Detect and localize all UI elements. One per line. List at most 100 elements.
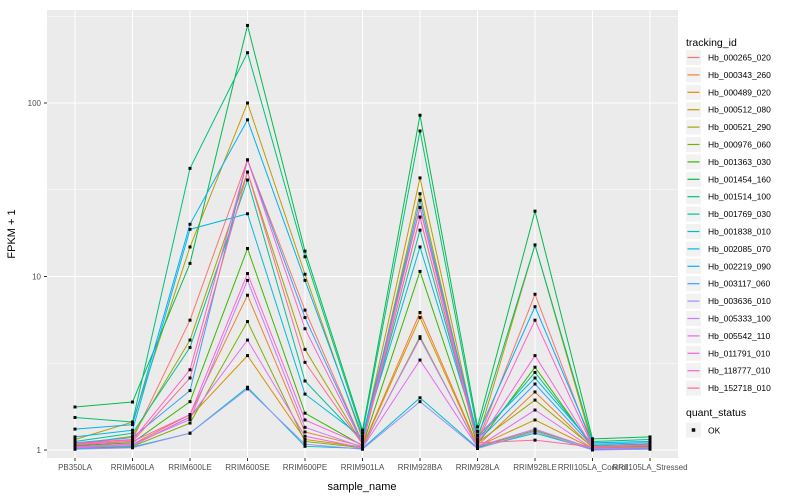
data-point-Hb_002219_090: [591, 441, 594, 445]
y-tick-label: 100: [28, 99, 42, 108]
data-point-Hb_000489_020: [533, 418, 537, 422]
legend-label: Hb_002085_070: [708, 244, 771, 254]
data-point-Hb_000521_290: [418, 192, 422, 196]
data-point-Hb_003117_060: [533, 382, 537, 386]
data-point-Hb_000512_080: [418, 176, 422, 180]
x-tick-label: RRIM600SE: [225, 463, 269, 472]
data-point-Hb_002219_090: [246, 118, 249, 122]
legend-label: Hb_001769_030: [708, 209, 771, 219]
data-point-Hb_000343_260: [303, 430, 307, 434]
data-point-Hb_000976_060: [303, 439, 307, 443]
data-point-Hb_000265_020: [303, 308, 307, 312]
legend-label: Hb_001454_160: [708, 174, 771, 184]
legend-entry-Hb_152718_010: Hb_152718_010: [686, 380, 771, 396]
data-point-Hb_005333_100: [533, 427, 537, 431]
data-point-Hb_000976_060: [188, 421, 192, 425]
legend-label: Hb_000521_290: [708, 122, 771, 132]
legend-title-quant-status: quant_status: [686, 407, 746, 419]
data-point-Hb_001454_160: [73, 405, 77, 409]
data-point-Hb_001514_100: [476, 429, 479, 433]
data-point-Hb_118777_010: [188, 368, 192, 372]
data-point-Hb_001838_010: [418, 396, 422, 400]
data-point-Hb_001769_030: [533, 370, 537, 374]
legend-label: Hb_003117_060: [708, 279, 771, 289]
data-point-Hb_011791_010: [188, 413, 192, 417]
data-point-Hb_001769_030: [303, 379, 307, 383]
data-point-Hb_005542_110: [418, 358, 422, 362]
data-point-Hb_000976_060: [418, 335, 422, 339]
data-point-Hb_001454_160: [533, 209, 537, 213]
data-point-Hb_002219_090: [188, 222, 192, 226]
data-point-Hb_002085_070: [73, 435, 77, 439]
data-point-Hb_001514_100: [188, 166, 192, 170]
y-axis-title: FPKM + 1: [6, 209, 18, 258]
data-point-Hb_152718_010: [533, 438, 537, 442]
y-tick-label: 1: [37, 446, 42, 455]
data-point-Hb_001454_160: [188, 261, 192, 265]
legend-label: Hb_001514_100: [708, 192, 771, 202]
data-point-Hb_005542_110: [188, 415, 192, 419]
data-point-Hb_152718_010: [246, 170, 249, 174]
data-point-Hb_011791_010: [533, 354, 537, 358]
x-tick-label: RRIM600LE: [168, 463, 212, 472]
legend-entry-Hb_118777_010: Hb_118777_010: [686, 363, 771, 379]
data-point-Hb_001769_030: [246, 178, 249, 182]
data-point-Hb_002219_090: [73, 427, 77, 431]
data-point-Hb_005542_110: [73, 446, 77, 450]
data-point-Hb_002219_090: [648, 439, 652, 443]
data-point-Hb_118777_010: [246, 158, 249, 162]
data-point-Hb_001363_030: [533, 365, 537, 369]
legend-entry-Hb_001769_030: Hb_001769_030: [686, 206, 771, 222]
legend-entry-Hb_001838_010: Hb_001838_010: [686, 224, 771, 239]
data-point-Hb_003636_010: [418, 400, 422, 404]
legend-entry-Hb_005333_100: Hb_005333_100: [686, 311, 771, 326]
x-tick-label: RRIM600PE: [283, 463, 327, 472]
data-point-Hb_001454_160: [476, 425, 479, 429]
data-point-Hb_003117_060: [188, 389, 192, 393]
data-point-Hb_002219_090: [303, 278, 307, 282]
data-point-Hb_001769_030: [476, 437, 479, 441]
data-point-Hb_152718_010: [131, 439, 134, 443]
data-point-Hb_002219_090: [361, 434, 364, 438]
data-point-Hb_001838_010: [303, 444, 307, 448]
data-point-Hb_002085_070: [188, 227, 192, 231]
data-point-Hb_005333_100: [418, 336, 422, 340]
data-point-Hb_003117_060: [303, 316, 307, 320]
data-point-Hb_005542_110: [361, 446, 364, 450]
data-point-Hb_001769_030: [131, 431, 134, 435]
data-point-Hb_001454_160: [361, 428, 364, 432]
legend-entry-Hb_000265_020: Hb_000265_020: [686, 50, 771, 65]
data-point-Hb_118777_010: [533, 318, 537, 322]
legend-entry-Hb_001514_100: Hb_001514_100: [686, 189, 771, 205]
data-point-Hb_000521_290: [303, 347, 307, 351]
data-point-Hb_152718_010: [648, 444, 652, 448]
data-point-Hb_001454_160: [591, 437, 594, 441]
data-point-Hb_001514_100: [131, 420, 134, 424]
data-point-Hb_001838_010: [533, 431, 537, 435]
axis-ticks: [44, 102, 651, 461]
data-point-Hb_002219_090: [533, 305, 537, 309]
data-point-Hb_000343_260: [246, 293, 249, 297]
data-point-Hb_005542_110: [533, 408, 537, 412]
x-tick-label: RRIM901LA: [341, 463, 385, 472]
data-point-Hb_005542_110: [246, 338, 249, 342]
data-point-Hb_011791_010: [246, 272, 249, 276]
data-point-Hb_152718_010: [73, 442, 77, 446]
data-point-Hb_001454_160: [648, 435, 652, 439]
x-tick-label: RRIM928BA: [398, 463, 443, 472]
legend-label: Hb_000343_260: [708, 70, 771, 80]
data-point-Hb_000512_080: [303, 272, 307, 276]
data-point-Hb_001514_100: [246, 51, 249, 55]
legend-entry-Hb_003117_060: Hb_003117_060: [686, 276, 771, 292]
data-point-Hb_152718_010: [476, 441, 479, 445]
quant-ok-label: OK: [708, 426, 721, 436]
legend-label: Hb_005542_110: [708, 331, 771, 341]
data-point-Hb_000521_290: [188, 338, 192, 342]
legend-entry-Hb_011791_010: Hb_011791_010: [686, 345, 771, 361]
data-point-Hb_001454_160: [303, 249, 307, 253]
data-point-Hb_002085_070: [533, 376, 537, 380]
data-point-Hb_002085_070: [246, 212, 249, 216]
data-point-Hb_002085_070: [131, 428, 134, 432]
legend-entry-Hb_000521_290: Hb_000521_290: [686, 119, 771, 135]
